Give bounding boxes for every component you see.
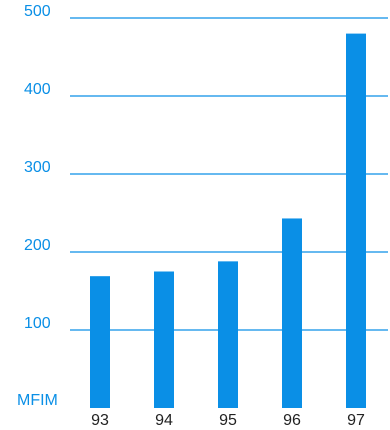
bar-97 [346,33,366,408]
bar-95 [218,261,238,408]
bar-93 [90,276,110,408]
y-tick-label: 100 [24,315,51,332]
x-tick-label: 96 [283,412,301,429]
y-tick-label: 400 [24,81,51,98]
x-tick-label: 95 [219,412,237,429]
x-tick-label: 93 [91,412,109,429]
bar-96 [282,218,302,408]
x-axis-ticks: 93 94 95 96 97 [91,412,365,429]
bars [90,33,366,408]
y-tick-label: 500 [24,3,51,20]
x-tick-label: 97 [347,412,365,429]
y-axis-ticks: 100 200 300 400 500 [24,3,51,332]
y-axis-unit-label: MFIM [17,392,58,409]
x-tick-label: 94 [155,412,173,429]
y-tick-label: 300 [24,159,51,176]
grid-lines [70,17,388,331]
y-tick-label: 200 [24,237,51,254]
bar-94 [154,271,174,408]
